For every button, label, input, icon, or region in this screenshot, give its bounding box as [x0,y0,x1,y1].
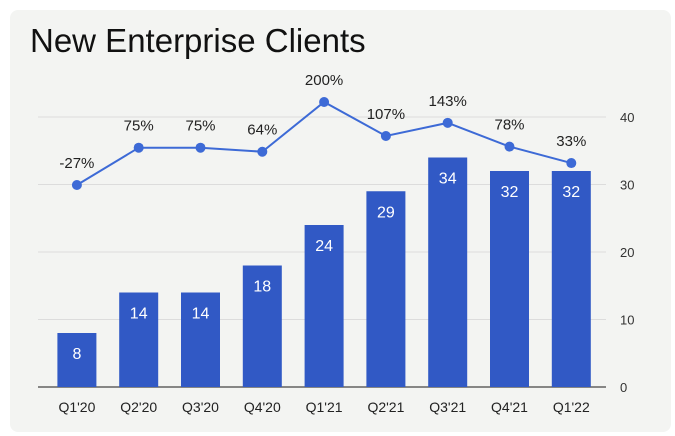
line-value-label: 78% [494,117,524,134]
line-point [504,141,515,152]
bar-value-label: 32 [562,184,580,201]
bar [242,265,282,387]
bar [490,171,529,387]
x-axis: Q1'20 Q2'20 Q3'20 Q4'20 Q1'21 Q2'21 Q3'21 Q4'21… [58,399,590,415]
line-value-label: 64% [247,122,277,139]
bar-series: 8 14 14 18 24 29 34 32 32 [57,157,591,387]
x-tick-label: Q3'20 [182,399,219,415]
line-value-label: 75% [185,118,215,135]
x-tick-label: Q2'21 [367,399,404,415]
y-tick-label: 0 [620,380,627,395]
x-tick-label: Q1'20 [58,399,95,415]
x-tick-label: Q3'21 [429,399,466,415]
bar-value-label: 14 [130,306,148,323]
line-value-label: -27% [59,155,94,172]
bar-value-label: 32 [501,184,519,201]
line-point [195,142,206,153]
bar [366,191,406,387]
bar [57,333,97,387]
bar-value-label: 14 [192,306,210,323]
line-point [71,180,82,190]
bar-value-label: 29 [377,204,395,221]
bar-value-label: 24 [315,238,333,255]
y-tick-label: 20 [620,245,634,260]
line-point [257,146,268,157]
x-tick-label: Q1'22 [553,399,590,415]
bar [181,292,220,387]
x-tick-label: Q2'20 [120,399,157,415]
x-tick-label: Q4'21 [491,399,528,415]
line-point [442,117,453,128]
bar [304,225,344,387]
line-value-label: 107% [367,106,405,123]
y-tick-label: 30 [620,178,634,193]
line-value-label: 75% [124,118,154,135]
bar-value-label: 8 [72,346,81,363]
line-value-label: 33% [556,133,586,150]
bar [551,171,591,387]
chart-title: New Enterprise Clients [30,22,366,59]
bar-value-label: 34 [439,171,457,188]
line-point [133,142,144,153]
line-value-label: 143% [429,93,467,110]
bar-value-label: 18 [253,279,271,296]
y-axis: 0 10 20 30 40 [620,110,634,395]
line-point [380,131,391,142]
x-tick-label: Q1'21 [306,399,343,415]
line-value-label: 200% [305,72,343,89]
line-point [319,97,330,107]
y-tick-label: 10 [620,313,634,328]
y-tick-label: 40 [620,110,634,125]
x-tick-label: Q4'20 [244,399,281,415]
line-point [566,158,577,169]
bar [428,157,468,387]
line-series: -27% 75% 75% 64% 200% 107% 143% 78% 33% [59,72,586,190]
bar [119,292,159,387]
